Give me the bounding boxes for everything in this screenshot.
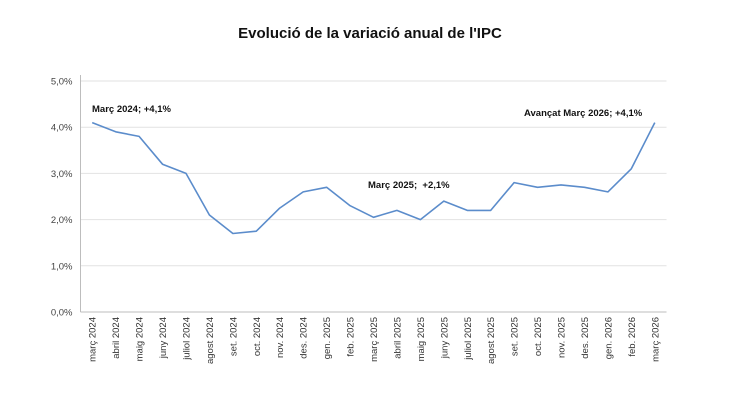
x-tick-label: des. 2025 — [580, 317, 591, 359]
data-point — [536, 186, 539, 189]
x-tick-label: abril 2024 — [111, 317, 122, 359]
x-tick-label: nov. 2025 — [557, 317, 568, 358]
data-point — [442, 200, 445, 203]
data-point — [349, 204, 352, 207]
x-tick-label: maig 2024 — [135, 317, 146, 361]
annotation-march-2024: Març 2024; +4,1% — [92, 104, 172, 115]
data-point — [255, 230, 258, 233]
x-tick-label: juny 2024 — [158, 317, 169, 359]
data-point — [325, 186, 328, 189]
x-tick-label: abril 2025 — [392, 317, 403, 359]
data-point — [560, 183, 563, 186]
data-point — [395, 209, 398, 212]
data-point — [138, 135, 141, 138]
data-point — [653, 121, 656, 124]
ipc-series-line — [91, 121, 656, 235]
data-point — [419, 218, 422, 221]
x-tick-label: oct. 2025 — [533, 317, 544, 356]
data-point — [161, 163, 164, 166]
data-point — [208, 213, 211, 216]
x-tick-label: gen. 2026 — [603, 317, 614, 359]
x-tick-label: març 2025 — [369, 317, 380, 362]
x-tick-label: des. 2024 — [299, 317, 310, 359]
x-tick-label: juliol 2024 — [181, 317, 192, 361]
data-point — [278, 207, 281, 210]
x-tick-label: set. 2025 — [510, 317, 521, 356]
x-tick-label: oct. 2024 — [252, 317, 263, 356]
annotation-march-2026: Avançat Març 2026; +4,1% — [524, 108, 643, 119]
data-point — [466, 209, 469, 212]
x-tick-label: maig 2025 — [416, 317, 427, 361]
y-tick-label: 5,0% — [51, 77, 73, 88]
data-point — [302, 190, 305, 193]
y-tick-label: 3,0% — [51, 169, 73, 180]
data-point — [231, 232, 234, 235]
x-tick-label: juliol 2025 — [463, 317, 474, 361]
x-tick-label: juny 2025 — [439, 317, 450, 359]
data-point — [630, 167, 633, 170]
annotation-march-2025: Març 2025; +2,1% — [368, 180, 450, 191]
x-tick-label: feb. 2025 — [346, 317, 357, 357]
x-tick-label: set. 2024 — [228, 317, 239, 356]
y-tick-label: 2,0% — [51, 215, 73, 226]
chart-title: Evolució de la variació anual de l'IPC — [238, 25, 502, 42]
x-tick-label: agost 2024 — [205, 317, 216, 364]
data-point — [606, 190, 609, 193]
x-tick-label: març 2024 — [88, 317, 99, 362]
data-point — [372, 216, 375, 219]
data-point — [114, 130, 117, 133]
x-tick-label: gen. 2025 — [322, 317, 333, 359]
data-point — [489, 209, 492, 212]
y-tick-label: 0,0% — [51, 308, 73, 319]
x-tick-label: març 2026 — [650, 317, 661, 362]
x-tick-label: feb. 2026 — [627, 317, 638, 357]
data-point — [583, 186, 586, 189]
data-point — [91, 121, 94, 124]
x-tick-label: nov. 2024 — [275, 317, 286, 358]
y-tick-label: 4,0% — [51, 123, 73, 134]
x-tick-label: agost 2025 — [486, 317, 497, 364]
data-point — [513, 181, 516, 184]
data-point — [184, 172, 187, 175]
y-tick-label: 1,0% — [51, 261, 73, 272]
